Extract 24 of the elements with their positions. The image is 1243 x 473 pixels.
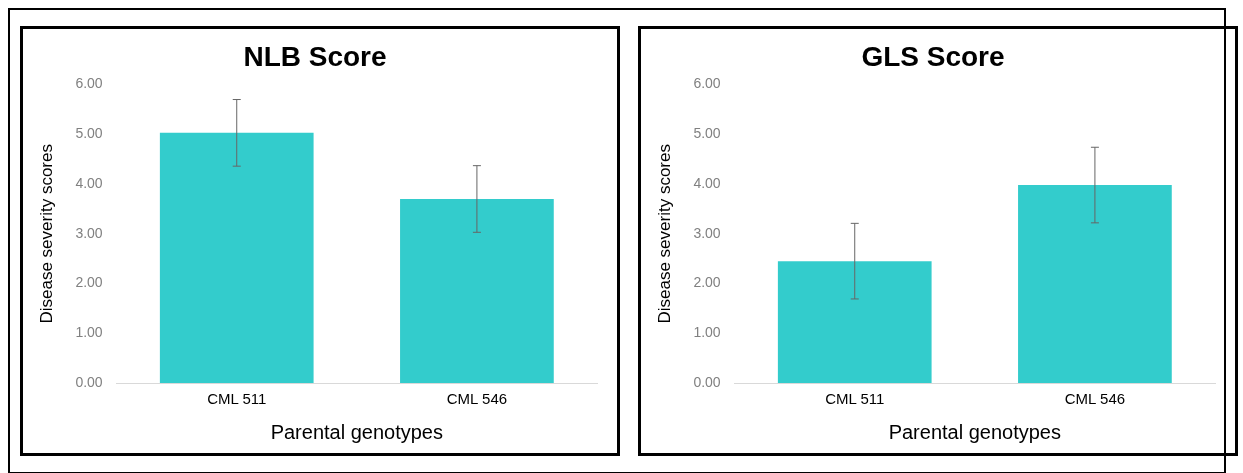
x-tick-label: CML 546 [446, 390, 508, 408]
y-tick-label: 2.00 [693, 274, 721, 291]
y-tick-label: 2.00 [75, 274, 103, 291]
y-tick-label: 1.00 [693, 324, 721, 341]
y-tick-label: 6.00 [693, 75, 721, 92]
y-tick-label: 6.00 [75, 75, 103, 92]
y-tick-label: 3.00 [693, 224, 721, 241]
y-tick-label: 4.00 [693, 174, 721, 191]
y-tick-label: 5.00 [75, 125, 103, 142]
x-tick-label: CML 511 [825, 390, 885, 408]
chart-title: NLB Score [243, 40, 387, 72]
y-axis-title: Disease severity scores [654, 144, 674, 324]
x-tick-label: CML 511 [207, 390, 267, 408]
chart-title: GLS Score [861, 40, 1005, 72]
y-tick-label: 0.00 [693, 373, 721, 390]
x-axis-title: Parental genotypes [888, 420, 1061, 443]
y-tick-label: 1.00 [75, 324, 103, 341]
y-tick-label: 0.00 [75, 373, 103, 390]
y-tick-label: 3.00 [75, 224, 103, 241]
x-tick-label: CML 546 [1064, 390, 1126, 408]
x-axis-title: Parental genotypes [270, 420, 443, 443]
y-axis-title: Disease severity scores [36, 144, 56, 324]
y-tick-label: 5.00 [693, 125, 721, 142]
y-tick-label: 4.00 [75, 174, 103, 191]
